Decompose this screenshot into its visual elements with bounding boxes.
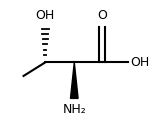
Text: O: O (97, 9, 107, 22)
Polygon shape (71, 63, 78, 98)
Text: OH: OH (36, 9, 55, 22)
Text: OH: OH (130, 56, 149, 69)
Text: NH₂: NH₂ (62, 103, 86, 116)
